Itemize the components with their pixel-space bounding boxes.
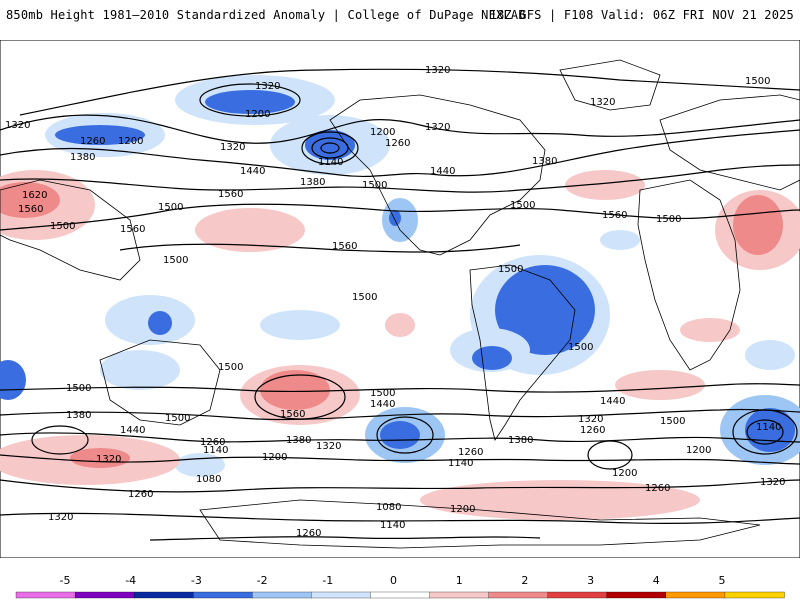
- colorbar-swatch: [74, 591, 135, 599]
- contour-label: 1320: [760, 477, 785, 488]
- contour-label: 1320: [220, 142, 245, 153]
- contour-label: 1320: [96, 454, 121, 465]
- colorbar-swatch: [724, 591, 785, 599]
- contour-label: 1200: [612, 468, 637, 479]
- contour-label: 1500: [745, 76, 770, 87]
- weather-map: 1320 1260 1200 1320 1320 1320 1260 1200 …: [0, 40, 800, 558]
- contour-label: 1500: [370, 388, 395, 399]
- colorbar-tick-label: 1: [456, 574, 463, 587]
- contour-label: 1620: [22, 190, 47, 201]
- contour-label: 1380: [70, 152, 95, 163]
- contour-label: 1560: [18, 204, 43, 215]
- colorbar-tick-label: -2: [257, 574, 268, 587]
- contour-label: 1440: [240, 166, 265, 177]
- colorbar-tick-label: -3: [191, 574, 202, 587]
- contour-label: 1500: [352, 292, 377, 303]
- colorbar-swatch: [665, 591, 726, 599]
- colorbar-tick-label: 0: [390, 574, 397, 587]
- contour-label: 1320: [5, 120, 30, 131]
- contour-label: 1320: [578, 414, 603, 425]
- model-run-info: 18Z GFS | F108 Valid: 06Z FRI NOV 21 202…: [489, 8, 794, 22]
- map-title: 850mb Height 1981–2010 Standardized Anom…: [6, 8, 526, 22]
- contour-label: 1260: [385, 138, 410, 149]
- contour-label: 1380: [532, 156, 557, 167]
- contour-label: 1200: [118, 136, 143, 147]
- contour-label: 1200: [450, 504, 475, 515]
- colorbar-swatch: [193, 591, 253, 599]
- contour-label: 1080: [196, 474, 221, 485]
- contour-label: 1560: [280, 409, 305, 420]
- contour-label: 1500: [50, 221, 75, 232]
- contour-label: 1560: [602, 210, 627, 221]
- contour-label: 1500: [362, 180, 387, 191]
- colorbar-swatch: [488, 591, 549, 599]
- colorbar-swatch: [370, 591, 431, 599]
- height-contours: [0, 68, 800, 541]
- colorbar-tick-label: -1: [322, 574, 333, 587]
- contour-label: 1500: [656, 214, 681, 225]
- contour-label: 1260: [580, 425, 605, 436]
- colorbar-swatch: [311, 591, 372, 599]
- contour-label: 1200: [245, 109, 270, 120]
- contour-label-group: 1320 1260 1200 1320 1320 1320 1260 1200 …: [5, 65, 785, 539]
- contour-label: 1440: [370, 399, 395, 410]
- colorbar-tick-label: -5: [60, 574, 71, 587]
- contour-label: 1260: [128, 489, 153, 500]
- anomaly-colorbar: -5 -4 -3 -2 -1 0 1 2 3 4 5: [15, 574, 785, 599]
- contour-label: 1140: [380, 520, 405, 531]
- contour-label: 1500: [510, 200, 535, 211]
- colorbar-tick-label: 3: [587, 574, 594, 587]
- contour-label: 1380: [300, 177, 325, 188]
- contour-label: 1380: [508, 435, 533, 446]
- contour-label: 1380: [286, 435, 311, 446]
- colorbar-swatch: [15, 591, 76, 599]
- colorbar-tick-label: 4: [653, 574, 660, 587]
- colorbar-swatch: [134, 591, 194, 599]
- contour-label: 1080: [376, 502, 401, 513]
- contour-label: 1200: [262, 452, 287, 463]
- colorbar-swatch: [606, 591, 667, 599]
- contour-label: 1500: [163, 255, 188, 266]
- contour-label: 1320: [425, 122, 450, 133]
- contour-label: 1140: [203, 445, 228, 456]
- contour-label: 1200: [370, 127, 395, 138]
- colorbar-swatch: [547, 591, 608, 599]
- contour-label: 1560: [218, 189, 243, 200]
- contour-label: 1320: [316, 441, 341, 452]
- contour-label: 1260: [645, 483, 670, 494]
- contour-label: 1500: [66, 383, 91, 394]
- contour-label: 1560: [120, 224, 145, 235]
- map-header: 850mb Height 1981–2010 Standardized Anom…: [0, 0, 800, 40]
- contour-label: 1320: [48, 512, 73, 523]
- contour-label: 1140: [448, 458, 473, 469]
- contour-label: 1320: [590, 97, 615, 108]
- contour-label: 1500: [158, 202, 183, 213]
- contour-label: 1320: [425, 65, 450, 76]
- contour-label: 1260: [458, 447, 483, 458]
- colorbar-tick-label: -4: [125, 574, 136, 587]
- colorbar-tick-label: 5: [719, 574, 726, 587]
- contour-label: 1560: [332, 241, 357, 252]
- contour-label: 1500: [165, 413, 190, 424]
- contour-label: 1440: [120, 425, 145, 436]
- contour-label: 1500: [218, 362, 243, 373]
- contour-label: 1260: [200, 437, 225, 448]
- contour-label: 1200: [686, 445, 711, 456]
- contour-label: 1260: [296, 528, 321, 539]
- colorbar-swatch: [252, 591, 313, 599]
- contour-label: 1440: [430, 166, 455, 177]
- contour-label: 1380: [66, 410, 91, 421]
- positive-anomaly-regions: [0, 170, 800, 520]
- contour-label: 1440: [600, 396, 625, 407]
- contour-label: 1140: [756, 422, 781, 433]
- colorbar-swatch: [429, 591, 490, 599]
- contour-label: 1260: [80, 136, 105, 147]
- coastlines: [0, 59, 800, 549]
- contour-label: 1140: [318, 157, 343, 168]
- contour-label: 1320: [255, 81, 280, 92]
- contour-label: 1500: [660, 416, 685, 427]
- colorbar-tick-label: 2: [521, 574, 528, 587]
- contour-label: 1500: [568, 342, 593, 353]
- contour-label: 1500: [498, 264, 523, 275]
